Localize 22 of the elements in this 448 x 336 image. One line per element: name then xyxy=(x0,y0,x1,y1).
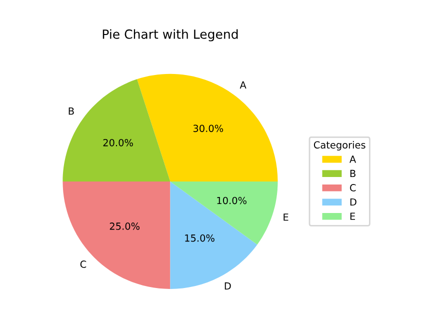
data-label: 15.0% xyxy=(185,234,214,242)
legend-label: C xyxy=(350,184,356,192)
legend-label: E xyxy=(350,212,355,220)
pie-slice xyxy=(62,79,170,182)
pie-slice xyxy=(137,74,278,182)
pie-slice xyxy=(170,181,258,289)
pie-slice xyxy=(170,181,278,245)
slice-label: D xyxy=(224,282,231,290)
data-label: 30.0% xyxy=(193,124,224,132)
chart-title: Pie Chart with Legend xyxy=(102,29,238,42)
data-label: 25.0% xyxy=(110,222,140,230)
pie-slice xyxy=(62,181,170,289)
slice-label: E xyxy=(284,214,288,221)
data-label: 10.0% xyxy=(217,196,246,204)
legend-label: B xyxy=(350,170,356,177)
slice-label: A xyxy=(240,81,246,88)
legend-title: Categories xyxy=(314,141,366,150)
slice-label: B xyxy=(68,108,74,115)
legend-label: D xyxy=(350,198,356,206)
legend-label: A xyxy=(350,156,356,163)
slice-label: C xyxy=(80,260,86,268)
data-label: 20.0% xyxy=(103,138,133,146)
